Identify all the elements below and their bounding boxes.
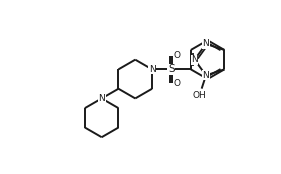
Text: N: N — [98, 94, 105, 103]
Text: N: N — [203, 39, 209, 49]
Text: O: O — [173, 78, 180, 88]
Text: N: N — [149, 65, 155, 74]
Text: S: S — [168, 64, 175, 74]
Text: N: N — [191, 55, 198, 64]
Text: O: O — [173, 51, 180, 60]
Text: N: N — [203, 71, 209, 80]
Text: OH: OH — [193, 91, 206, 100]
